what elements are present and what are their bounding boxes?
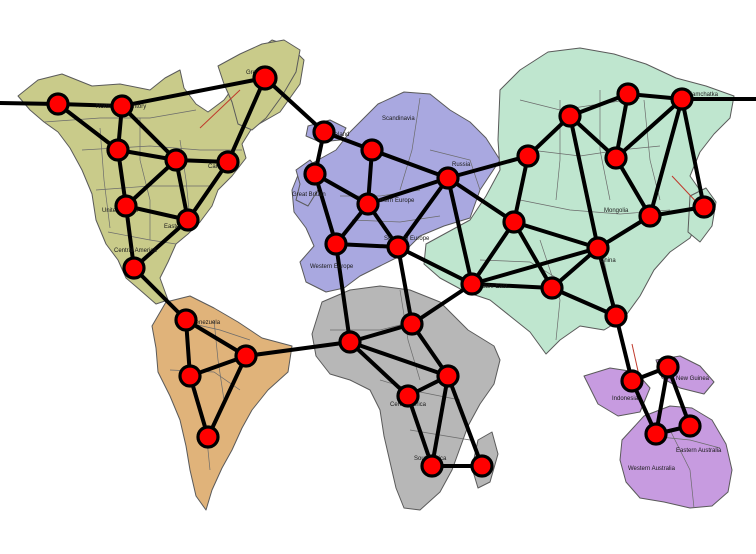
australia-landmass: [619, 405, 733, 509]
label-central-america: Central America: [114, 248, 157, 254]
node-new-guinea[interactable]: [656, 355, 680, 379]
node-northern-europe[interactable]: [356, 192, 380, 216]
node-east-africa[interactable]: [436, 364, 460, 388]
node-south-africa[interactable]: [420, 454, 444, 478]
node-indonesia[interactable]: [620, 369, 644, 393]
label-china: China: [600, 258, 616, 264]
node-ontario[interactable]: [164, 148, 188, 172]
label-iceland: Iceland: [330, 132, 349, 138]
node-afghanistan[interactable]: [502, 210, 526, 234]
node-western-australia[interactable]: [644, 422, 668, 446]
node-middle-east[interactable]: [460, 272, 484, 296]
node-venezuela[interactable]: [174, 308, 198, 332]
node-ural[interactable]: [516, 144, 540, 168]
label-russia: Russia: [452, 162, 471, 168]
node-western-us[interactable]: [114, 194, 138, 218]
node-irkutsk[interactable]: [604, 146, 628, 170]
node-great-britain[interactable]: [303, 162, 327, 186]
node-quebec[interactable]: [216, 150, 240, 174]
node-northwest-territory[interactable]: [110, 94, 134, 118]
node-central-africa[interactable]: [396, 384, 420, 408]
node-yakutsk[interactable]: [616, 82, 640, 106]
node-alberta[interactable]: [106, 138, 130, 162]
node-peru[interactable]: [178, 364, 202, 388]
node-alaska[interactable]: [46, 92, 70, 116]
node-scandinavia[interactable]: [360, 138, 384, 162]
node-central-america[interactable]: [122, 256, 146, 280]
node-russia[interactable]: [436, 166, 460, 190]
node-kamchatka[interactable]: [670, 87, 694, 111]
label-scandinavia: Scandinavia: [382, 116, 415, 122]
node-brazil[interactable]: [234, 344, 258, 368]
label-indonesia: Indonesia: [612, 396, 639, 402]
label-great-britain: Great Britain: [292, 192, 326, 198]
label-western-europe: Western Europe: [310, 264, 354, 270]
node-iceland[interactable]: [312, 120, 336, 144]
node-north-africa[interactable]: [338, 330, 362, 354]
node-argentina[interactable]: [196, 425, 220, 449]
node-japan[interactable]: [692, 195, 716, 219]
node-western-europe[interactable]: [324, 232, 348, 256]
node-mongolia[interactable]: [638, 204, 662, 228]
node-greenland[interactable]: [252, 65, 278, 91]
node-egypt[interactable]: [400, 312, 424, 336]
node-siberia[interactable]: [558, 104, 582, 128]
label-middle-east: Middle East: [476, 284, 508, 290]
node-siam[interactable]: [604, 304, 628, 328]
label-northern-europe: Northern Europe: [370, 198, 415, 204]
label-new-guinea: New Guinea: [676, 376, 710, 382]
label-eastern-australia: Eastern Australia: [676, 448, 722, 454]
node-eastern-us[interactable]: [176, 208, 200, 232]
node-eastern-australia[interactable]: [678, 414, 702, 438]
label-western-australia: Western Australia: [628, 466, 676, 472]
label-mongolia: Mongolia: [604, 208, 629, 214]
label-kamchatka: Kamchatka: [688, 92, 719, 98]
node-southern-europe[interactable]: [386, 235, 410, 259]
node-madagascar[interactable]: [470, 454, 494, 478]
territory-nodes: [46, 65, 716, 478]
label-southern-europe: Southern Europe: [384, 236, 430, 242]
node-india[interactable]: [540, 276, 564, 300]
node-china[interactable]: [586, 236, 610, 260]
label-venezuela: Venezuela: [192, 320, 221, 326]
